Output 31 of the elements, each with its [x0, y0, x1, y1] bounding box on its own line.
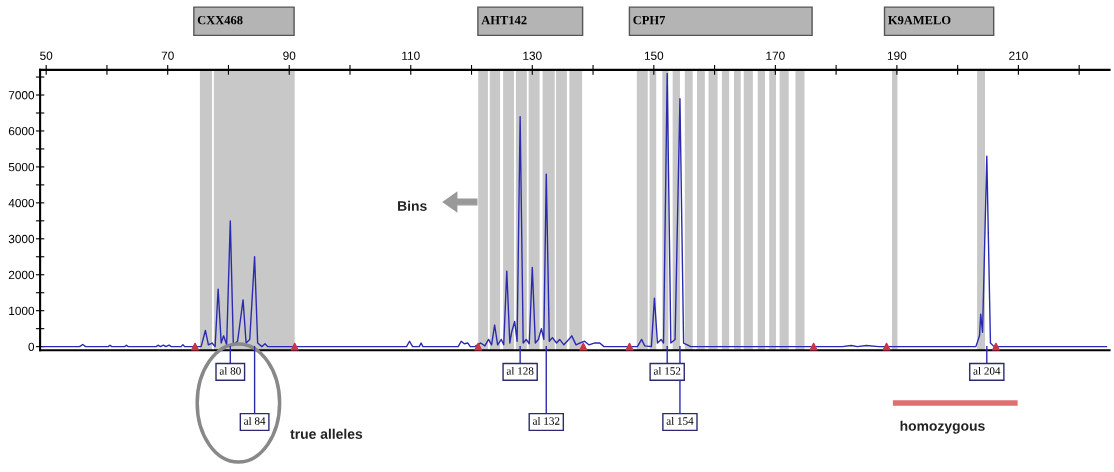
- x-tick-label: 170: [766, 51, 785, 60]
- y-tick-label: 4000: [8, 198, 35, 208]
- annotation: al 84: [244, 416, 266, 425]
- annotation: al 204: [973, 366, 1001, 375]
- annotation: al 152: [653, 366, 681, 375]
- text: CPH7: [633, 15, 666, 25]
- x-tick-label: 190: [887, 51, 907, 60]
- y-tick-label: 7000: [8, 91, 35, 100]
- x-tick-label: 150: [644, 51, 664, 60]
- x-tick-label: 210: [1009, 51, 1028, 60]
- annotation: al 80: [219, 366, 241, 375]
- annotation: al 132: [532, 416, 560, 425]
- annotation: al 154: [666, 416, 694, 425]
- text: CXX468: [197, 15, 243, 25]
- annotation: Bins: [398, 200, 427, 211]
- text: homozygous: [900, 420, 985, 434]
- y-tick-label: 6000: [8, 127, 35, 136]
- x-tick-label: 70: [161, 51, 174, 60]
- x-tick-label: 50: [40, 51, 53, 60]
- text: K9AMELO: [888, 15, 951, 25]
- y-tick-label: 3000: [8, 234, 35, 244]
- y-tick-label: 0: [28, 342, 35, 352]
- text: AHT142: [481, 15, 527, 25]
- x-tick-label: 90: [283, 51, 296, 60]
- text: true alleles: [290, 428, 363, 439]
- y-tick-label: 1000: [9, 306, 35, 316]
- x-tick-label: 110: [402, 51, 420, 60]
- y-tick-label: 2000: [8, 270, 35, 280]
- y-tick-label: 5000: [8, 162, 35, 172]
- annotation: al 128: [506, 366, 534, 375]
- x-tick-label: 130: [523, 51, 542, 60]
